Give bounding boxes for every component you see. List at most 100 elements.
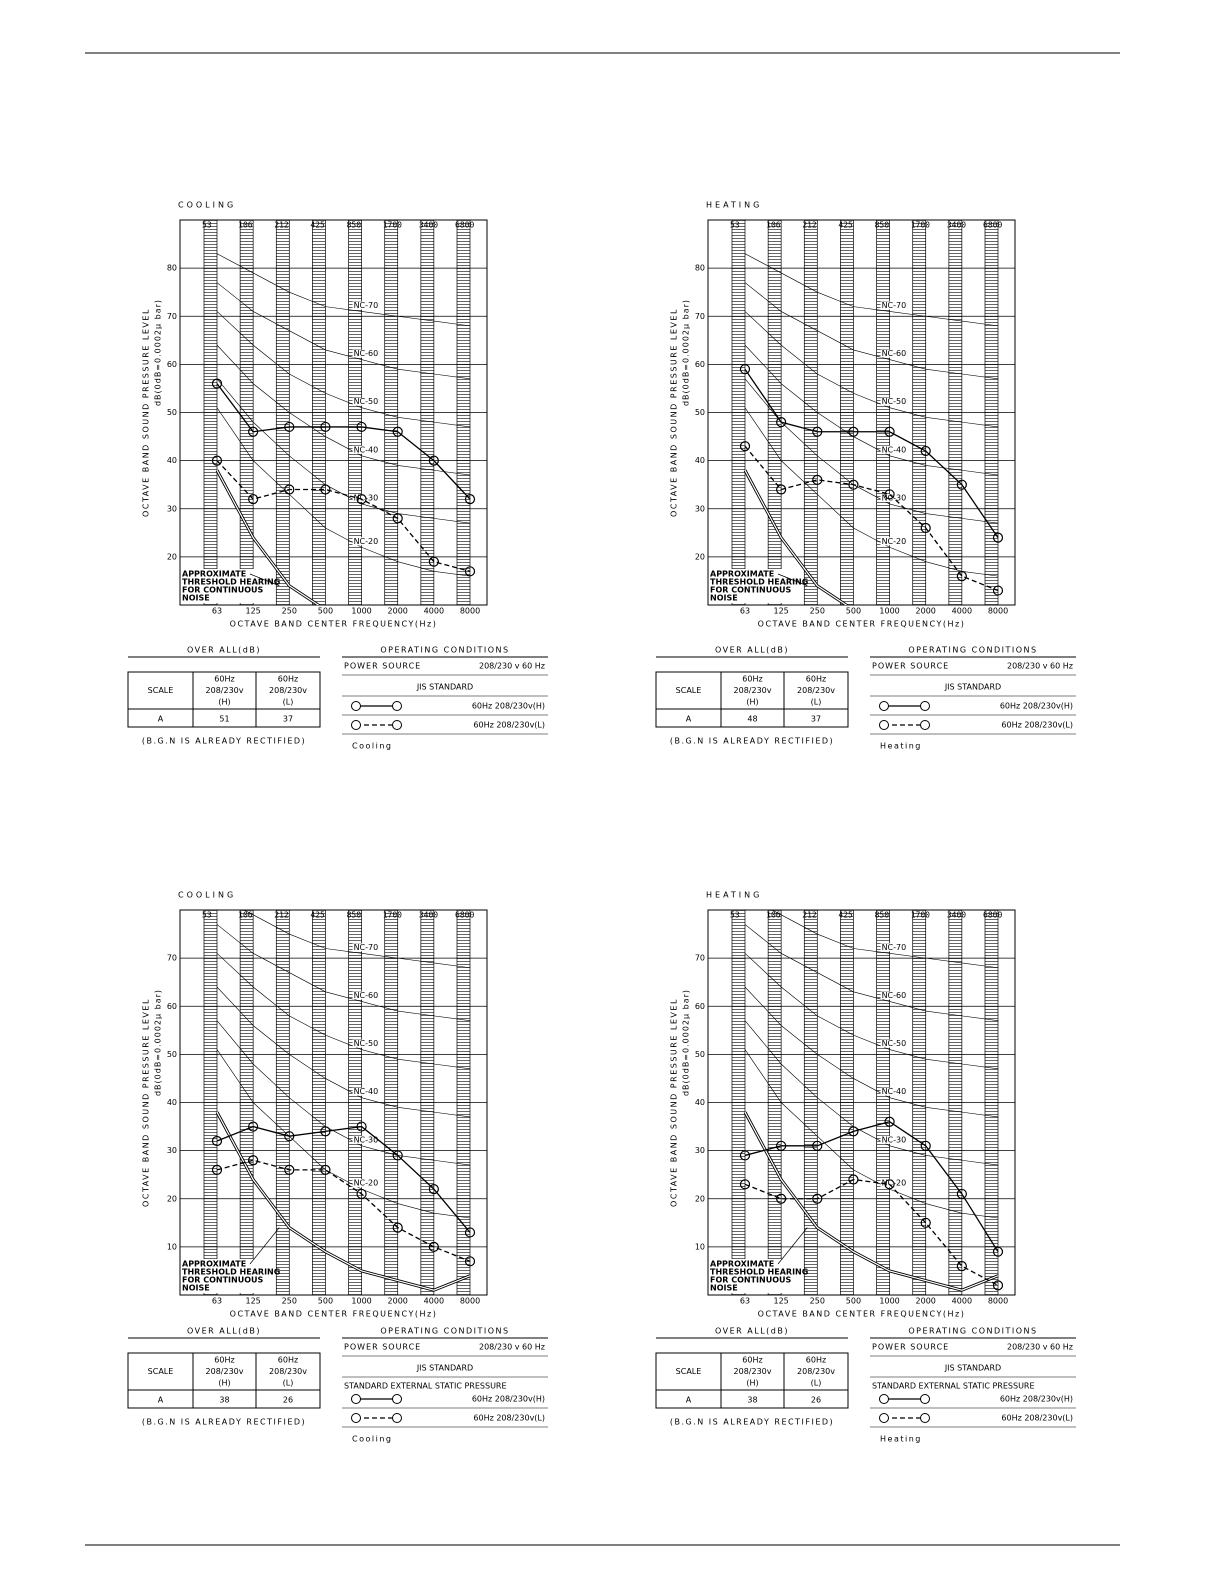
series-line	[216, 383, 471, 500]
nc-label: NC-40	[354, 1087, 379, 1096]
power-value: 208/230 v 60 Hz	[1007, 1343, 1073, 1352]
legend-marker	[351, 701, 361, 711]
data-point	[248, 494, 259, 505]
x-axis-label: OCTAVE BAND CENTER FREQUENCY(Hz)	[758, 620, 966, 629]
nc-label-bg	[352, 943, 377, 952]
data-point	[464, 1227, 476, 1238]
threshold-label: APPROXIMATE	[710, 1260, 774, 1269]
data-point	[884, 1179, 895, 1190]
table-cell: 38	[747, 1396, 757, 1405]
data-point	[739, 364, 751, 375]
legend-marker	[879, 701, 889, 711]
legend-marker	[879, 1413, 889, 1423]
table-cell: 37	[283, 715, 293, 724]
y-tick-label: 20	[695, 552, 705, 561]
static-pressure: STANDARD EXTERNAL STATIC PRESSURE	[344, 1382, 507, 1391]
series-line	[216, 1159, 471, 1262]
x-tick-label: 500	[846, 1297, 861, 1306]
threshold-inner	[216, 469, 320, 605]
data-point	[848, 1174, 859, 1185]
y-tick-label: 40	[695, 456, 705, 465]
threshold-label: THRESHOLD HEARING	[710, 1268, 808, 1277]
series-line	[744, 445, 999, 592]
power-label: POWER SOURCE	[872, 1343, 949, 1352]
threshold-label: FOR CONTINUOUS	[710, 1276, 792, 1285]
band-edge-label: 3400	[947, 221, 966, 230]
column-header: (L)	[811, 1379, 822, 1388]
data-point	[392, 513, 403, 524]
threshold-label: FOR CONTINUOUS	[710, 586, 792, 595]
data-point	[320, 1164, 331, 1175]
data-point	[356, 1188, 367, 1200]
table-cell: A	[686, 1396, 692, 1405]
nc-label: NC-40	[354, 445, 379, 454]
column-header: 60Hz	[742, 1356, 762, 1365]
band-edge-label: 106	[238, 911, 253, 920]
band-edge-label: 53	[202, 911, 212, 920]
standard: JIS STANDARD	[416, 1364, 473, 1373]
data-point	[356, 421, 367, 433]
data-point	[992, 1246, 1004, 1257]
data-point	[428, 556, 439, 567]
data-point	[956, 1188, 967, 1200]
band-edge-label: 212	[802, 221, 817, 230]
threshold-label: NOISE	[182, 594, 210, 603]
x-axis-label: OCTAVE BAND CENTER FREQUENCY(Hz)	[758, 1310, 966, 1319]
mode-label: Cooling	[352, 742, 392, 751]
data-point	[812, 426, 823, 437]
chart: 53 106 212 425 850 1700 3400 6800 10 20 30 40 50 60 70…	[670, 891, 1016, 1319]
x-tick-label: 250	[282, 607, 297, 616]
y-tick-label: 30	[167, 1146, 177, 1155]
y-axis-sublabel: dB(0dB=0.0002μ bar)	[154, 989, 163, 1096]
data-point	[428, 455, 439, 466]
table-block: OVER ALL(dB) SCALE 60Hz 208/230v (H) 60Hz 208/…	[127, 1327, 548, 1444]
nc-curve	[216, 311, 471, 428]
data-point	[956, 571, 967, 582]
y-tick-label: 70	[167, 954, 177, 963]
nc-curve	[216, 282, 471, 380]
nc-label: NC-30	[882, 1135, 907, 1144]
y-tick-label: 10	[695, 1242, 705, 1251]
y-tick-label: 30	[695, 1146, 705, 1155]
x-tick-label: 250	[810, 607, 825, 616]
band-edge-label: 106	[238, 221, 253, 230]
data-point	[848, 479, 859, 490]
data-point	[776, 1140, 787, 1151]
band-edge-label: 850	[875, 911, 890, 920]
nc-label: NC-50	[882, 397, 907, 406]
nc-label-bg	[352, 301, 377, 310]
nc-label-bg	[352, 1135, 377, 1144]
nc-label-bg	[880, 943, 905, 952]
nc-label-bg	[352, 1039, 377, 1048]
y-axis-label: OCTAVE BAND SOUND PRESSURE LEVEL	[142, 308, 151, 517]
nc-label-bg	[352, 445, 377, 454]
data-point	[428, 1184, 439, 1195]
band-edge-label: 53	[202, 221, 212, 230]
legend-marker	[392, 1394, 402, 1404]
y-tick-label: 40	[167, 456, 177, 465]
x-axis-label: OCTAVE BAND CENTER FREQUENCY(Hz)	[230, 1310, 438, 1319]
table-note: (B.G.N IS ALREADY RECTIFIED)	[670, 737, 834, 746]
nc-curve	[216, 344, 471, 476]
x-tick-label: 125	[246, 607, 261, 616]
nc-curve	[744, 282, 999, 380]
power-label: POWER SOURCE	[872, 662, 949, 671]
chart: 53 106 212 425 850 1700 3400 6800 20 30 40 50 60 70 80…	[670, 201, 1016, 629]
nc-label-bg	[880, 445, 905, 454]
nc-label-bg	[880, 397, 905, 406]
nc-label: NC-70	[354, 301, 379, 310]
x-tick-label: 1000	[879, 1297, 899, 1306]
legend-marker	[351, 720, 361, 730]
x-tick-label: 8000	[988, 607, 1008, 616]
legend-marker	[392, 720, 402, 730]
x-tick-label: 4000	[424, 607, 444, 616]
data-point	[464, 566, 476, 577]
band-edge-label: 1700	[911, 221, 930, 230]
data-point	[739, 1150, 751, 1161]
legend-marker	[879, 720, 889, 730]
x-tick-label: 4000	[424, 1297, 444, 1306]
column-header: 60Hz	[806, 675, 826, 684]
nc-label-bg	[880, 991, 905, 1000]
